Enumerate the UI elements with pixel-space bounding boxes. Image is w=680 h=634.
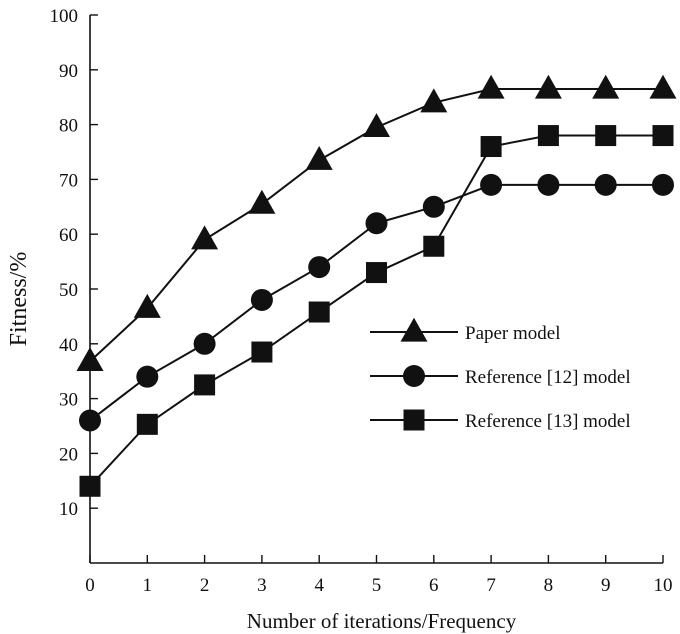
legend-item: Paper model [370,317,561,344]
triangle-data-point [477,74,505,99]
square-series [79,125,674,497]
circle-data-point [422,195,445,218]
x-tick-label: 10 [654,575,673,596]
legend-label: Paper model [465,323,561,344]
y-axis-title: Fitness/% [6,252,32,347]
x-tick-label: 4 [314,575,324,596]
circle-data-point [480,173,503,196]
y-tick-label: 50 [59,280,78,301]
circle-data-point [193,332,216,355]
circle-data-point [79,409,101,432]
circle-data-point [537,173,560,196]
circle-data-point [652,173,674,196]
triangle-data-point [534,74,562,99]
circle-data-point [594,173,617,196]
square-data-point [194,374,216,396]
series [76,74,677,497]
circle-data-point [308,256,331,279]
x-tick-label: 2 [200,575,210,596]
y-tick-label: 100 [50,6,79,27]
x-tick-label: 8 [544,575,554,596]
y-tick-label: 40 [59,335,78,356]
y-tick-label: 90 [59,61,78,82]
square-data-point [251,341,273,363]
legend-item: Reference [12] model [370,365,631,388]
legend-item: Reference [13] model [370,409,631,432]
triangle-data-point [248,189,276,214]
y-tick-label: 70 [59,170,78,191]
ticks: 0 1 2 3 4 5 6 7 8 9 10 10 20 30 40 50 60 70 80 90 100 [50,6,673,596]
y-tick-label: 60 [59,225,78,246]
x-tick-label: 5 [372,575,382,596]
x-tick-label: 1 [143,575,153,596]
square-data-point [537,125,559,147]
square-data-point [136,413,158,435]
x-axis-title: Number of iterations/Frequency [247,609,517,633]
x-tick-label: 7 [486,575,496,596]
square-data-point [79,475,101,497]
x-tick-label: 9 [601,575,611,596]
legend: Paper model Reference [12] model Reference… [370,317,631,432]
legend-square-marker [403,409,425,431]
legend-triangle-marker [400,317,428,342]
square-data-point [423,235,445,257]
triangle-data-point [649,74,677,99]
square-data-point [308,301,330,323]
square-data-point [480,136,502,158]
square-data-point [652,125,674,147]
triangle-data-point [363,113,390,137]
square-data-point [366,262,387,284]
y-tick-label: 10 [59,499,78,520]
triangle-data-point [305,145,333,170]
y-tick-label: 30 [59,390,78,411]
triangle-data-point [420,88,448,113]
legend-label: Reference [13] model [465,411,631,432]
x-tick-label: 6 [429,575,439,596]
axes [89,15,663,564]
square-series-line [89,134,663,487]
circle-data-point [136,365,159,388]
x-tick-label: 3 [257,575,267,596]
circle-series [79,173,674,432]
y-tick-label: 20 [59,444,78,465]
x-tick-label: 0 [85,575,95,596]
triangle-series [76,74,677,371]
circle-data-point [365,212,388,235]
legend-circle-marker [403,365,425,387]
triangle-data-point [76,347,104,371]
triangle-data-point [133,293,161,318]
legend-label: Reference [12] model [465,367,631,388]
triangle-data-point [592,74,620,99]
circle-data-point [250,288,273,311]
y-tick-label: 80 [59,116,78,137]
square-data-point [595,125,617,147]
triangle-data-point [191,225,219,250]
